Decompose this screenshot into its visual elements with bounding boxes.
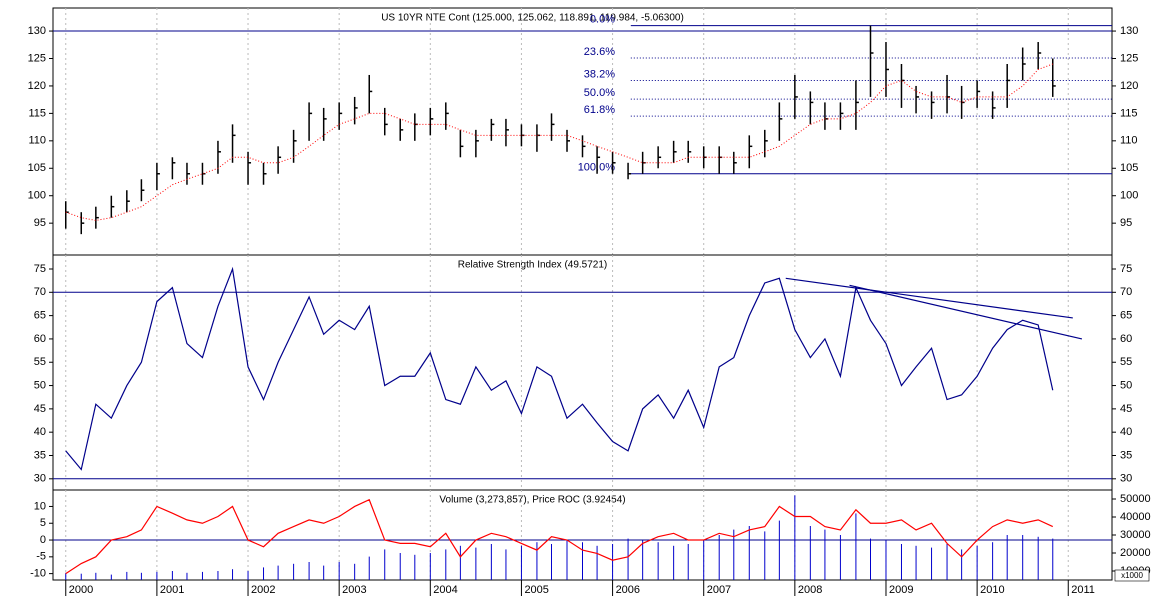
y-tick-label: 100 [28,190,46,202]
y-tick-label-right: 50 [1120,379,1132,391]
y-tick-label: 60 [34,333,46,345]
fib-label: 61.8% [584,104,615,116]
y-tick-label: 105 [28,162,46,174]
x-tick-label: 2000 [69,584,93,596]
y-tick-label-right: 40 [1120,426,1132,438]
y-tick-label-right: 95 [1120,217,1132,229]
x-tick-label: 2010 [980,584,1004,596]
x-tick-label: 2003 [342,584,366,596]
y-tick-label: 115 [28,107,46,119]
x-tick-label: 2011 [1071,584,1095,596]
trend-line [785,277,1073,319]
unit-label: x1000 [1121,571,1143,580]
x-tick-label: 2008 [798,584,822,596]
y2-tick-label: 20000 [1120,547,1151,559]
x-tick-label: 2009 [889,584,913,596]
y-tick-label: 55 [34,356,46,368]
y-tick-label-right: 120 [1120,80,1138,92]
y-tick-label: 0 [40,534,46,546]
y-tick-label-right: 70 [1120,286,1132,298]
y-tick-label: 35 [34,449,46,461]
fib-label: 38.2% [584,68,615,80]
y-tick-label-right: 100 [1120,190,1138,202]
fib-label: 23.6% [584,46,615,58]
y-tick-label: 70 [34,286,46,298]
y-tick-label: 5 [40,517,46,529]
y-tick-label-right: 125 [1120,52,1138,64]
x-tick-label: 2001 [160,584,184,596]
y-tick-label-right: 65 [1120,310,1132,322]
y2-tick-label: 40000 [1120,511,1151,523]
y-tick-label-right: 75 [1120,263,1132,275]
y-tick-label-right: 35 [1120,449,1132,461]
x-tick-label: 2004 [433,584,457,596]
y-tick-label-right: 45 [1120,403,1132,415]
y-tick-label-right: 110 [1120,135,1138,147]
y-tick-label: -5 [36,551,46,563]
moving-average [65,63,1053,221]
fib-label: 0.0% [590,13,615,25]
y2-tick-label: 30000 [1120,529,1151,541]
y-tick-label-right: 30 [1120,473,1132,485]
y-tick-label: 110 [28,135,46,147]
panel-title: US 10YR NTE Cont (125.000, 125.062, 118.… [381,13,684,24]
y-tick-label: 130 [28,25,46,37]
y-tick-label: 65 [34,310,46,322]
y-tick-label-right: 55 [1120,356,1132,368]
y-tick-label: -10 [30,568,46,580]
y-tick-label-right: 105 [1120,162,1138,174]
panel-title: Volume (3,273,857), Price ROC (3.92454) [439,495,625,506]
fib-label: 50.0% [584,87,615,99]
y-tick-label-right: 60 [1120,333,1132,345]
x-tick-label: 2006 [616,584,640,596]
y-tick-label: 125 [28,52,46,64]
y-tick-label: 40 [34,426,46,438]
panel-title: Relative Strength Index (49.5721) [458,260,608,271]
x-tick-label: 2005 [524,584,548,596]
y2-tick-label: 50000 [1120,493,1151,505]
x-tick-label: 2002 [251,584,275,596]
y-tick-label: 10 [34,500,46,512]
y-tick-label: 95 [34,217,46,229]
unit-box [1114,569,1150,582]
y-tick-label: 30 [34,473,46,485]
x-tick-label: 2007 [707,584,731,596]
y-tick-label: 75 [34,263,46,275]
rsi-line [65,266,1054,471]
trend-line [849,284,1083,340]
y-tick-label: 120 [28,80,46,92]
y-tick-label: 50 [34,379,46,391]
y-tick-label-right: 130 [1120,25,1138,37]
y-tick-label-right: 115 [1120,107,1138,119]
roc-line [65,498,1054,575]
y-tick-label: 45 [34,403,46,415]
